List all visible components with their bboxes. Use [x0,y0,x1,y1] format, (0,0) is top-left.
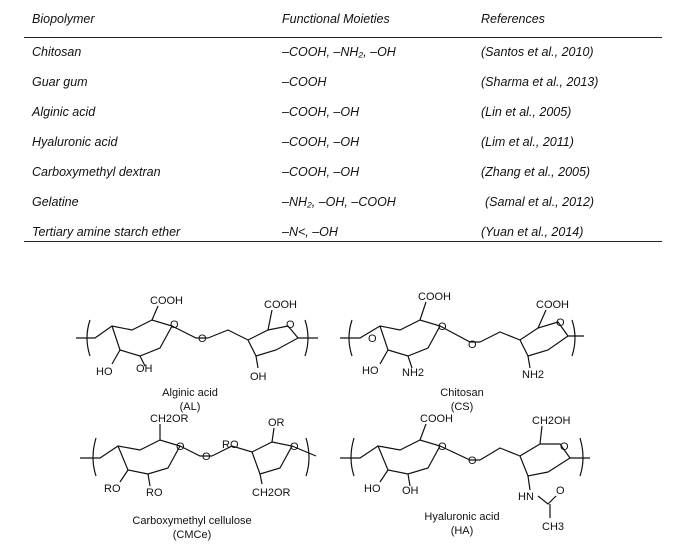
header-functional-moieties: Functional Moieties [282,12,390,26]
moieties-cell: –COOH, –OH [282,165,360,179]
moieties-cell: –N<, –OH [282,225,338,239]
header-rule [24,37,662,38]
cmc-ro-3: RO [146,487,163,499]
bottom-rule [24,241,662,242]
table-row: Chitosan –COOH, –NH₂, –OH (Santos et al.… [24,45,662,75]
moieties-cell: –COOH, –OH [282,135,360,149]
alginic-cooh-1: COOH [150,295,183,307]
alginic-oh-1: OH [136,363,153,375]
reference-cell: (Yuan et al., 2014) [481,225,584,239]
chitosan-nh2-2: NH2 [522,369,544,381]
table-row: Hyaluronic acid –COOH, –OH (Lim et al., … [24,135,662,165]
ha-oh: OH [402,485,419,497]
biopolymer-cell: Guar gum [32,75,88,89]
alginic-ho: HO [96,366,113,378]
table-row: Gelatine –NH₂, –OH, –COOH (Samal et al.,… [24,195,662,225]
alginic-acid-structure: COOH COOH O O O HO OH OH Alginic acid (A… [76,295,318,413]
cmc-or: OR [268,417,285,429]
ha-abbr: (HA) [451,525,474,537]
ha-cooh: COOH [420,413,453,425]
biopolymer-cell: Chitosan [32,45,82,59]
ha-name: Hyaluronic acid [424,511,499,523]
ha-ch2oh: CH2OH [532,415,571,427]
table-header-row: Biopolymer Functional Moieties Reference… [24,12,662,42]
reference-cell: (Lin et al., 2005) [481,105,572,119]
biopolymer-cell: Tertiary amine starch ether [32,225,181,239]
chitosan-cooh-1: COOH [418,291,451,303]
cmc-ch2or-1: CH2OR [150,413,189,425]
chitosan-cooh-2: COOH [536,299,569,311]
alginic-ring-o-1: O [170,319,179,331]
cmc-ring-o-2: O [290,441,299,453]
alginic-cooh-2: COOH [264,299,297,311]
chitosan-link-o: O [468,339,477,351]
header-biopolymer: Biopolymer [32,12,95,26]
ha-ring-o-2: O [560,441,569,453]
moieties-cell: –COOH, –NH₂, –OH [282,45,396,59]
cmc-ro-2: RO [104,483,121,495]
ha-ring-o-1: O [438,441,447,453]
chitosan-name: Chitosan [440,387,483,399]
moieties-cell: –COOH, –OH [282,105,360,119]
moieties-cell: –NH₂, –OH, –COOH [282,195,396,209]
biopolymer-cell: Hyaluronic acid [32,135,118,149]
alginic-link-o: O [198,333,207,345]
table-row: Alginic acid –COOH, –OH (Lin et al., 200… [24,105,662,135]
reference-cell: (Lim et al., 2011) [481,135,574,149]
chitosan-ring-o-1: O [438,321,447,333]
chitosan-ring-o-2: O [556,317,565,329]
cmc-ring-o-1: O [176,441,185,453]
ha-ch3: CH3 [542,521,564,533]
reference-cell: (Sharma et al., 2013) [481,75,599,89]
reference-cell: (Samal et al., 2012) [485,195,595,209]
moieties-cell: –COOH [282,75,327,89]
reference-cell: (Zhang et al., 2005) [481,165,591,179]
cmc-ch2or-2: CH2OR [252,487,291,499]
ha-hn: HN [518,491,534,503]
cmc-name: Carboxymethyl cellulose [132,515,251,527]
cmc-structure: CH2OR OR O O O RO RO RO CH2OR Carboxymet… [80,413,317,541]
ha-link-o: O [468,455,477,467]
alginic-ring-o-2: O [286,319,295,331]
table-row: Carboxymethyl dextran –COOH, –OH (Zhang … [24,165,662,195]
ha-ho: HO [364,483,381,495]
biopolymer-cell: Alginic acid [32,105,96,119]
chitosan-abbr: (CS) [451,401,474,413]
alginic-abbr: (AL) [180,401,201,413]
chitosan-ho: HO [362,365,379,377]
alginic-name: Alginic acid [162,387,218,399]
chitosan-structure: O COOH COOH O O O HO NH2 NH2 Chitosan (C… [340,291,584,413]
alginic-oh-2: OH [250,371,267,383]
structures-figure: COOH COOH O O O HO OH OH Alginic acid (A… [0,268,676,551]
cmc-link-o: O [202,451,211,463]
biopolymer-cell: Gelatine [32,195,79,209]
table-row: Guar gum –COOH (Sharma et al., 2013) [24,75,662,105]
cmc-abbr: (CMCe) [173,529,212,541]
reference-cell: (Santos et al., 2010) [481,45,594,59]
chitosan-nh2-1: NH2 [402,367,424,379]
chitosan-ring-o-left: O [368,333,377,345]
biopolymer-cell: Carboxymethyl dextran [32,165,161,179]
header-references: References [481,12,545,26]
cmc-ro-1: RO [222,439,239,451]
hyaluronic-acid-structure: COOH CH2OH O O O HO OH HN O CH3 Hyaluron… [340,413,590,537]
table-row: Tertiary amine starch ether –N<, –OH (Yu… [24,225,662,255]
ha-carbonyl-o: O [556,485,565,497]
